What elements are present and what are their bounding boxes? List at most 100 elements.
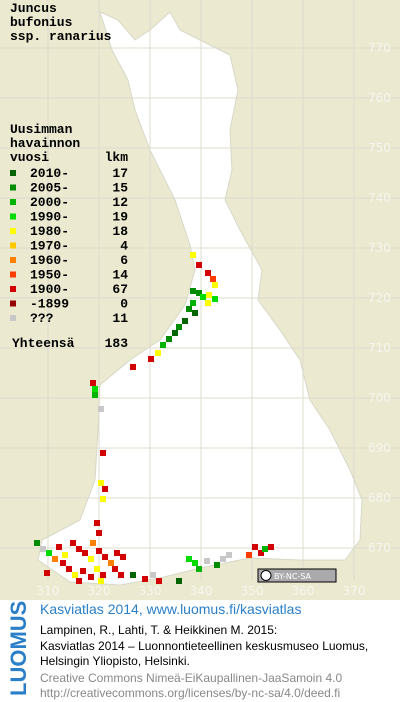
- occurrence-square: [96, 548, 102, 554]
- occurrence-square: [80, 568, 86, 574]
- legend-count: 12: [112, 195, 128, 210]
- grid-label: 740: [368, 191, 391, 205]
- occurrence-square: [210, 276, 216, 282]
- occurrence-square: [46, 550, 52, 556]
- occurrence-square: [186, 306, 192, 312]
- occurrence-square: [192, 310, 198, 316]
- grid-label: 690: [368, 441, 391, 455]
- occurrence-square: [130, 364, 136, 370]
- occurrence-square: [160, 342, 166, 348]
- occurrence-square: [88, 556, 94, 562]
- occurrence-square: [176, 324, 182, 330]
- legend-swatch: [10, 300, 16, 307]
- legend-swatch: [10, 228, 16, 234]
- occurrence-square: [114, 550, 120, 556]
- legend-count: 67: [112, 282, 128, 297]
- occurrence-square: [56, 544, 62, 550]
- occurrence-square: [190, 252, 196, 258]
- legend-count: 11: [112, 311, 128, 326]
- legend-label: 1950-: [30, 268, 69, 283]
- occurrence-square: [60, 560, 66, 566]
- legend-swatch: [10, 170, 16, 176]
- site-link[interactable]: Kasviatlas 2014, www.luomus.fi/kasviatla…: [40, 601, 302, 617]
- title-line: Juncus: [10, 1, 57, 16]
- legend-col-count: lkm: [105, 150, 129, 165]
- legend-swatch: [10, 257, 16, 263]
- occurrence-square: [214, 562, 220, 568]
- grid-label: 360: [292, 584, 315, 598]
- grid-label: 730: [368, 241, 391, 255]
- occurrence-square: [92, 392, 98, 398]
- grid-label: 710: [368, 341, 391, 355]
- legend-label: 1900-: [30, 282, 69, 297]
- cc-icon: [260, 570, 272, 581]
- occurrence-square: [246, 552, 252, 558]
- occurrence-square: [88, 574, 94, 580]
- legend-swatch: [10, 315, 16, 321]
- cc-badge-box: [257, 568, 337, 583]
- occurrence-square: [196, 262, 202, 268]
- occurrence-square: [182, 318, 188, 324]
- grid-label: 680: [368, 491, 391, 505]
- grid-label: 350: [241, 584, 264, 598]
- occurrence-square: [200, 294, 206, 300]
- occurrence-square: [212, 282, 218, 288]
- citation-line: Kasviatlas 2014 – Luonnontieteellinen ke…: [40, 639, 369, 653]
- legend-label: 1960-: [30, 253, 69, 268]
- occurrence-square: [268, 544, 274, 550]
- legend-swatch: [10, 199, 16, 205]
- grid-label: 700: [368, 391, 391, 405]
- legend-count: 14: [112, 268, 128, 283]
- occurrence-square: [262, 546, 268, 552]
- occurrence-square: [98, 578, 104, 584]
- occurrence-square: [192, 560, 198, 566]
- occurrence-square: [66, 566, 72, 572]
- occurrence-square: [130, 572, 136, 578]
- occurrence-square: [205, 300, 211, 306]
- occurrence-square: [204, 558, 210, 564]
- license-line[interactable]: http://creativecommons.org/licenses/by-n…: [40, 686, 341, 700]
- legend-label: 2000-: [30, 195, 69, 210]
- occurrence-square: [90, 540, 96, 546]
- occurrence-square: [96, 530, 102, 536]
- occurrence-square: [212, 296, 218, 302]
- legend-total: 183: [105, 336, 129, 351]
- occurrence-square: [150, 572, 156, 578]
- occurrence-square: [98, 480, 104, 486]
- grid-label: 310: [37, 584, 60, 598]
- legend-count: 18: [112, 224, 128, 239]
- occurrence-square: [94, 566, 100, 572]
- legend-swatch: [10, 213, 16, 220]
- occurrence-square: [100, 450, 106, 456]
- legend-count: 17: [112, 166, 128, 181]
- occurrence-square: [190, 300, 196, 306]
- grid-label: 340: [190, 584, 213, 598]
- license-line: Creative Commons Nimeä-EiKaupallinen-Jaa…: [40, 671, 343, 685]
- occurrence-square: [156, 578, 162, 584]
- occurrence-square: [172, 330, 178, 336]
- legend-header: Uusimman: [10, 122, 73, 137]
- occurrence-square: [258, 550, 264, 556]
- grid-label: 760: [368, 91, 391, 105]
- grid-label: 330: [139, 584, 162, 598]
- occurrence-square: [205, 270, 211, 276]
- occurrence-square: [252, 544, 258, 550]
- occurrence-square: [196, 566, 202, 572]
- occurrence-square: [112, 566, 118, 572]
- legend-label: 2010-: [30, 166, 69, 181]
- occurrence-square: [108, 560, 114, 566]
- logo-text: LUOMUS: [6, 601, 31, 696]
- legend-count: 0: [120, 297, 128, 312]
- legend-swatch: [10, 242, 16, 249]
- grid-label: 770: [368, 41, 391, 55]
- legend-label: ???: [30, 311, 54, 326]
- legend-count: 6: [120, 253, 128, 268]
- occurrence-square: [142, 576, 148, 582]
- occurrence-square: [206, 292, 212, 298]
- legend-label: 1970-: [30, 239, 69, 254]
- citation-line: Lampinen, R., Lahti, T. & Heikkinen M. 2…: [40, 623, 278, 637]
- occurrence-square: [92, 386, 98, 392]
- legend-total-label: Yhteensä: [12, 336, 75, 351]
- occurrence-square: [190, 288, 196, 294]
- grid-label: 320: [88, 584, 111, 598]
